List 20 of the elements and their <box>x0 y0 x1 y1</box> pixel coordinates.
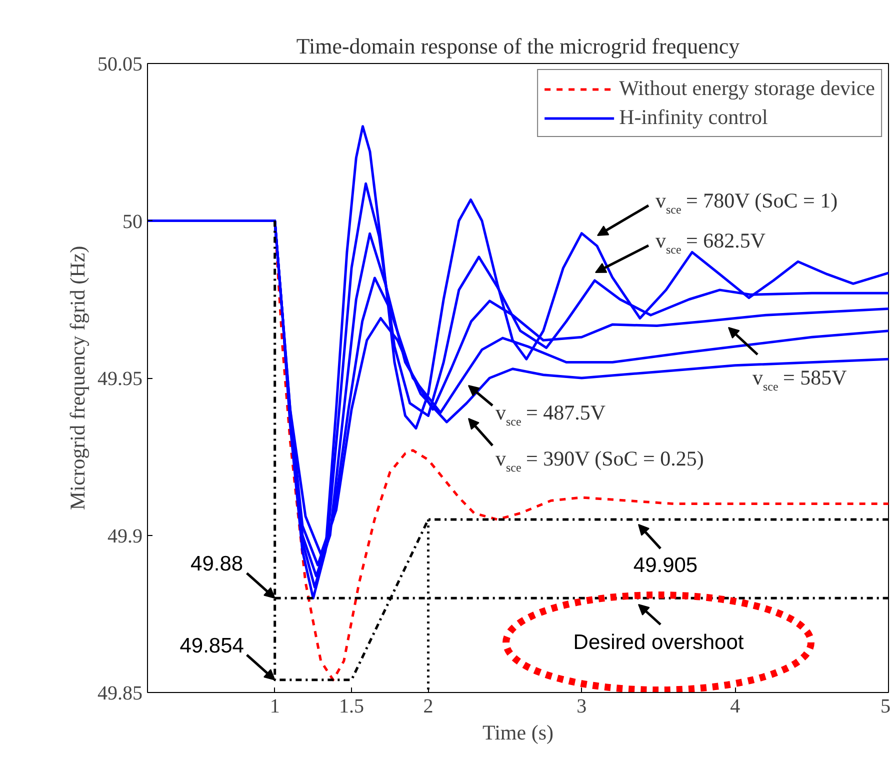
x-tick-label: 5 <box>880 696 890 718</box>
x-tick-label: 3 <box>576 696 587 718</box>
y-axis-title: Microgrid frequency fgrid (Hz) <box>66 246 90 510</box>
x-axis-title: Time (s) <box>482 720 554 744</box>
y-tick-label: 49.95 <box>98 368 142 390</box>
legend-label: H-infinity control <box>619 105 768 130</box>
y-tick-label: 49.9 <box>108 525 142 548</box>
annotation: 49.854 <box>180 634 244 658</box>
x-tick-label: 2 <box>423 696 434 718</box>
annotation: Desired overshoot <box>573 631 744 654</box>
y-tick-label: 50.05 <box>98 54 142 76</box>
legend-label: Without energy storage device <box>619 76 875 101</box>
x-tick-label: 4 <box>730 696 740 718</box>
chart-title: Time-domain response of the microgrid frequency <box>296 34 740 58</box>
x-tick-label: 1.5 <box>339 696 364 718</box>
y-tick-label: 50 <box>122 210 142 233</box>
x-tick-label: 1 <box>270 696 280 718</box>
y-tick-label: 49.85 <box>98 682 142 704</box>
annotation: 49.88 <box>190 552 244 576</box>
annotation: 49.905 <box>633 554 698 577</box>
